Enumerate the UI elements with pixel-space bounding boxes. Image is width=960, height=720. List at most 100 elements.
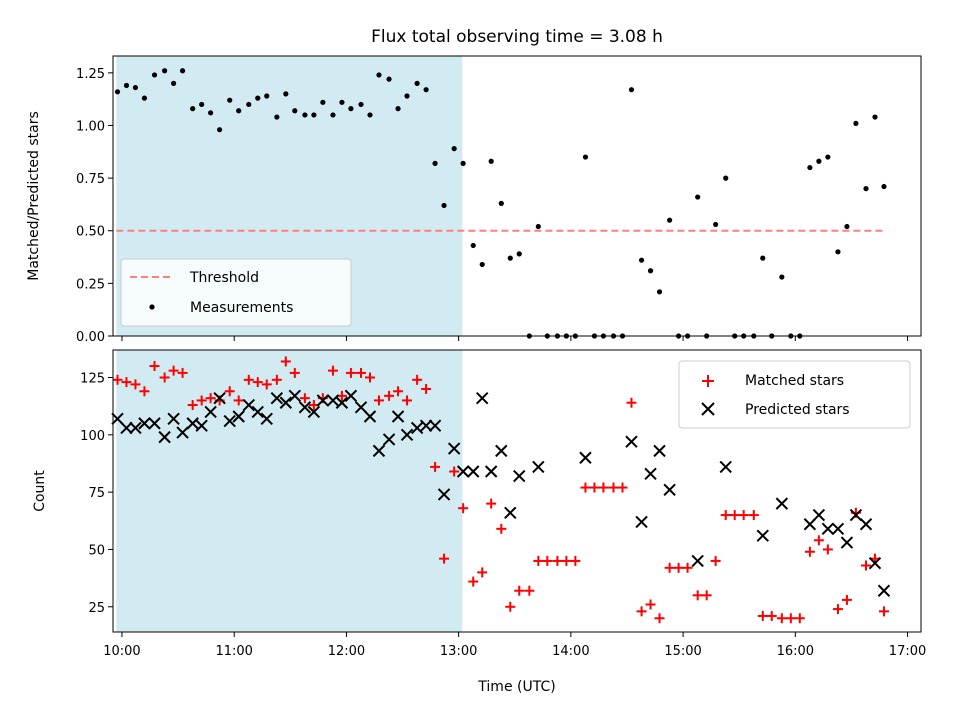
matched-star-point [580, 482, 591, 493]
matched-star-point [505, 601, 516, 612]
matched-star-point [168, 365, 179, 376]
measurement-point [199, 101, 205, 108]
measurement-point [451, 146, 457, 152]
measurement-point [330, 112, 336, 118]
measurement-point [264, 93, 270, 99]
measurement-point [123, 82, 130, 89]
measurement-point [825, 154, 831, 160]
predicted-star-point [410, 421, 424, 435]
matched-star-point [356, 367, 367, 378]
measurement-point [656, 289, 663, 295]
chart-title: Flux total observing time = 3.08 h [371, 27, 663, 47]
measurement-point [881, 183, 887, 190]
measurement-point [190, 106, 196, 112]
predicted-star-point [176, 426, 189, 439]
matched-star-point [804, 546, 815, 557]
matched-star-point [692, 590, 703, 601]
predicted-star-point [270, 391, 284, 405]
matched-star-point [233, 395, 244, 406]
matched-star-point [439, 553, 450, 564]
matched-star-point [477, 567, 488, 578]
top-y-tick-label: 0.75 [76, 172, 105, 187]
legend-measurements-swatch [149, 304, 155, 310]
matched-star-point [187, 400, 198, 411]
matched-star-point [608, 482, 619, 493]
x-tick-label: 12:00 [328, 644, 365, 659]
matched-star-point [710, 555, 721, 566]
measurement-point [236, 108, 242, 114]
matched-star-point [561, 555, 572, 566]
predicted-star-point [821, 522, 835, 536]
matched-star-point [664, 562, 675, 573]
matched-star-point [645, 599, 656, 610]
predicted-star-point [877, 584, 891, 597]
matched-stars-series [112, 356, 889, 624]
measurement-point [647, 268, 654, 274]
measurement-point [255, 95, 261, 101]
matched-star-point [496, 523, 507, 534]
measurement-point [358, 101, 364, 108]
x-tick-label: 15:00 [664, 644, 701, 659]
bottom-y-axis-label: Count [32, 470, 48, 512]
predicted-star-point [653, 444, 666, 458]
measurement-point [695, 194, 701, 200]
predicted-star-point [335, 396, 349, 409]
matched-star-point [364, 372, 375, 383]
bottom-y-tick-label: 25 [88, 601, 105, 616]
bottom-y-tick-label: 100 [80, 429, 105, 444]
measurement-point [395, 106, 401, 112]
matched-star-point [243, 374, 254, 385]
predicted-star-point [635, 515, 648, 529]
matched-star-point [861, 560, 872, 571]
predicted-star-point [195, 419, 208, 432]
predicted-star-point [840, 536, 854, 549]
measurement-point [479, 261, 485, 268]
predicted-star-point [579, 451, 592, 464]
matched-star-point [402, 395, 413, 406]
predicted-star-point [232, 410, 245, 423]
bottom-x-ticks: 10:00 11:00 12:00 13:00 14:00 15:00 16:00 17:00 [103, 632, 926, 659]
predicted-star-point [316, 394, 330, 407]
top-y-tick-label: 0.50 [76, 225, 105, 240]
measurement-point [844, 223, 850, 230]
matched-star-point [327, 365, 338, 376]
legend-matched-swatch [702, 375, 714, 387]
matched-star-point [682, 562, 693, 573]
matched-star-point [139, 386, 150, 397]
matched-star-point [636, 606, 647, 617]
measurement-point [283, 91, 289, 97]
matched-star-point [299, 393, 310, 404]
matched-star-point [757, 610, 768, 621]
matched-star-point [412, 374, 423, 385]
matched-star-point [738, 510, 749, 521]
predicted-star-point [484, 465, 498, 478]
matched-star-point [542, 555, 553, 566]
matched-star-point [280, 356, 291, 367]
legend-predicted-label: Predicted stars [745, 402, 850, 418]
matched-star-point [785, 613, 796, 624]
predicted-star-point [138, 417, 151, 430]
measurement-point [171, 80, 177, 86]
predicted-star-point [242, 398, 255, 412]
measurement-point [217, 127, 223, 133]
predicted-star-point [812, 508, 826, 522]
predicted-star-point [756, 529, 769, 542]
matched-star-point [514, 585, 525, 596]
measurement-point [386, 76, 392, 82]
predicted-star-point [279, 396, 293, 409]
predicted-star-point [344, 389, 358, 403]
predicted-star-point [363, 410, 377, 423]
predicted-star-point [868, 557, 882, 570]
predicted-star-point [447, 442, 461, 455]
predicted-star-point [223, 414, 236, 428]
matched-star-point [393, 386, 404, 397]
matched-star-point [841, 594, 852, 605]
measurement-point [835, 249, 841, 255]
predicted-star-point [326, 394, 340, 407]
predicted-star-point [167, 412, 180, 425]
measurement-point [638, 257, 645, 263]
legend-threshold-label: Threshold [189, 270, 259, 286]
predicted-star-point [382, 433, 396, 446]
matched-star-point [766, 610, 777, 621]
measurement-point [311, 112, 317, 118]
